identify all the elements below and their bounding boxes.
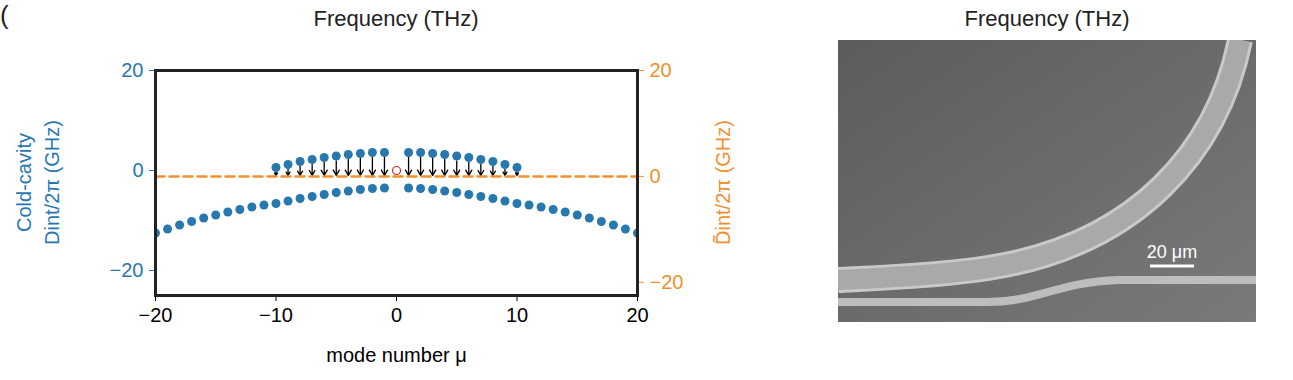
svg-text:Cold-cavity: Cold-cavity — [13, 133, 35, 232]
html-text:Frequency (THz): Frequency (THz) — [964, 6, 1130, 31]
svg-text:20: 20 — [650, 59, 672, 81]
svg-text:Dint/2π (GHz): Dint/2π (GHz) — [41, 120, 63, 245]
svg-text:20: 20 — [626, 304, 648, 326]
svg-text:mode number μ: mode number μ — [326, 344, 466, 366]
svg-text:20 μm: 20 μm — [1147, 242, 1197, 262]
svg-text:0: 0 — [391, 304, 402, 326]
svg-text:−20: −20 — [650, 271, 684, 293]
html-text:Frequency (THz): Frequency (THz) — [313, 6, 479, 31]
svg-text:10: 10 — [506, 304, 528, 326]
svg-text:−20: −20 — [139, 304, 173, 326]
svg-text:−10: −10 — [259, 304, 293, 326]
svg-text:0: 0 — [650, 165, 661, 187]
svg-text:−20: −20 — [110, 259, 144, 281]
svg-text:20: 20 — [121, 59, 143, 81]
svg-text:D̃int/2π (GHz): D̃int/2π (GHz) — [712, 120, 734, 245]
svg-text:0: 0 — [132, 159, 143, 181]
